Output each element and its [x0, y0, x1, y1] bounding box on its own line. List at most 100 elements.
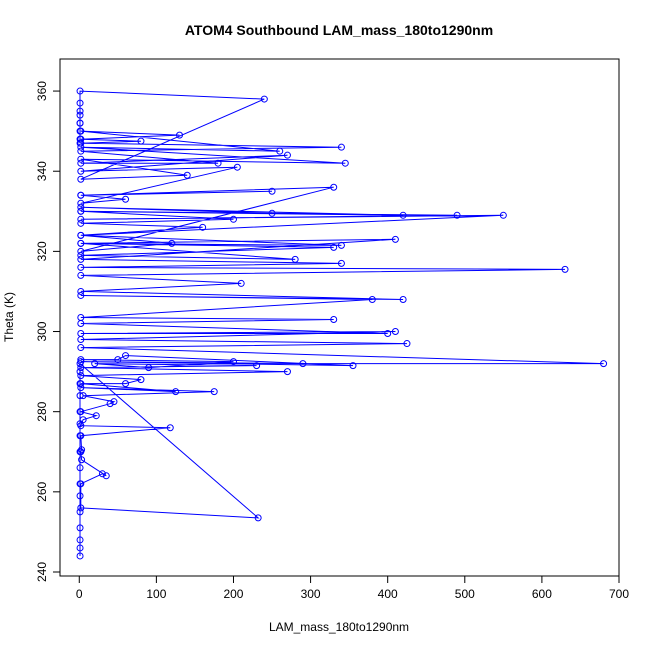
y-tick-label: 300: [35, 321, 49, 341]
data-point: [76, 139, 84, 147]
data-point: [77, 344, 85, 352]
x-axis-label: LAM_mass_180to1290nm: [269, 620, 409, 634]
data-point: [77, 380, 85, 388]
plot-area: [76, 87, 608, 560]
data-point: [122, 380, 130, 388]
data-point: [106, 400, 114, 408]
data-point: [76, 544, 84, 552]
data-point: [268, 209, 276, 217]
data-point: [92, 412, 100, 420]
data-point: [77, 155, 85, 163]
data-point: [253, 362, 261, 370]
data-point: [76, 524, 84, 532]
data-point: [145, 364, 153, 372]
data-point: [137, 137, 145, 145]
data-point: [76, 119, 84, 127]
y-tick-label: 280: [35, 401, 49, 421]
data-point: [79, 392, 87, 400]
data-point: [233, 163, 241, 171]
data-point: [77, 314, 85, 321]
data-point: [76, 392, 84, 400]
chart-title: ATOM4 Southbound LAM_mass_180to1290nm: [185, 22, 493, 38]
data-point: [114, 356, 122, 364]
y-axis-label: Theta (K): [2, 292, 16, 342]
data-point: [77, 191, 85, 199]
data-point: [77, 247, 85, 255]
data-point: [77, 356, 85, 364]
data-point: [77, 480, 85, 488]
data-point: [176, 131, 184, 139]
data-point: [330, 183, 338, 191]
data-point: [283, 368, 291, 376]
data-point: [399, 211, 407, 219]
x-axis: 0 100 200 300 400 500 600 700: [76, 576, 629, 601]
data-point: [77, 287, 85, 295]
data-point: [77, 358, 85, 366]
data-point: [399, 295, 407, 303]
data-point: [76, 464, 84, 472]
data-point: [77, 167, 85, 175]
data-point: [384, 330, 392, 338]
data-point: [77, 263, 85, 271]
data-point: [403, 340, 411, 348]
data-point: [183, 171, 191, 179]
data-point: [76, 552, 84, 560]
data-point: [77, 251, 85, 259]
data-point: [122, 352, 130, 360]
y-tick-label: 240: [35, 562, 49, 582]
y-tick-label: 260: [35, 482, 49, 502]
data-point: [76, 111, 84, 119]
plot-frame: [59, 58, 620, 577]
data-point: [77, 271, 85, 279]
x-tick-label: 300: [301, 587, 321, 601]
data-point: [77, 215, 85, 223]
data-point: [391, 328, 399, 336]
data-point: [77, 408, 85, 416]
data-point: [122, 195, 130, 203]
data-point: [237, 279, 245, 287]
data-point: [102, 472, 110, 480]
x-tick-label: 100: [146, 587, 166, 601]
data-point: [110, 398, 118, 406]
data-point: [77, 432, 85, 440]
data-point: [76, 87, 84, 95]
data-point: [76, 107, 84, 115]
x-tick-label: 200: [223, 587, 243, 601]
data-point: [77, 199, 85, 207]
data-point: [77, 330, 85, 338]
data-point: [77, 231, 85, 239]
data-point: [210, 388, 218, 396]
data-point: [76, 127, 84, 135]
data-point: [78, 446, 86, 454]
data-point: [172, 388, 180, 396]
data-point: [453, 211, 461, 219]
data-point: [166, 424, 174, 432]
data-point: [561, 265, 569, 273]
x-tick-label: 0: [76, 587, 83, 601]
data-point: [98, 470, 106, 478]
data-point: [77, 207, 85, 215]
y-tick-label: 360: [35, 81, 49, 101]
data-point: [91, 360, 99, 368]
data-point: [299, 360, 307, 368]
data-point: [168, 239, 176, 247]
data-point: [349, 362, 357, 370]
data-point: [260, 95, 268, 103]
data-point: [337, 143, 345, 151]
data-point: [76, 99, 84, 107]
data-point: [341, 159, 349, 167]
data-point: [254, 514, 262, 522]
data-point: [76, 508, 84, 516]
data-point: [137, 376, 145, 384]
data-point: [368, 295, 376, 303]
data-point: [291, 255, 299, 263]
data-point: [600, 360, 608, 368]
y-tick-label: 320: [35, 241, 49, 261]
x-tick-label: 400: [378, 587, 398, 601]
series-line: [78, 90, 604, 556]
data-point: [77, 143, 85, 151]
x-tick-label: 500: [455, 587, 475, 601]
data-point: [76, 368, 84, 376]
data-point: [77, 175, 85, 183]
data-point: [78, 456, 86, 464]
